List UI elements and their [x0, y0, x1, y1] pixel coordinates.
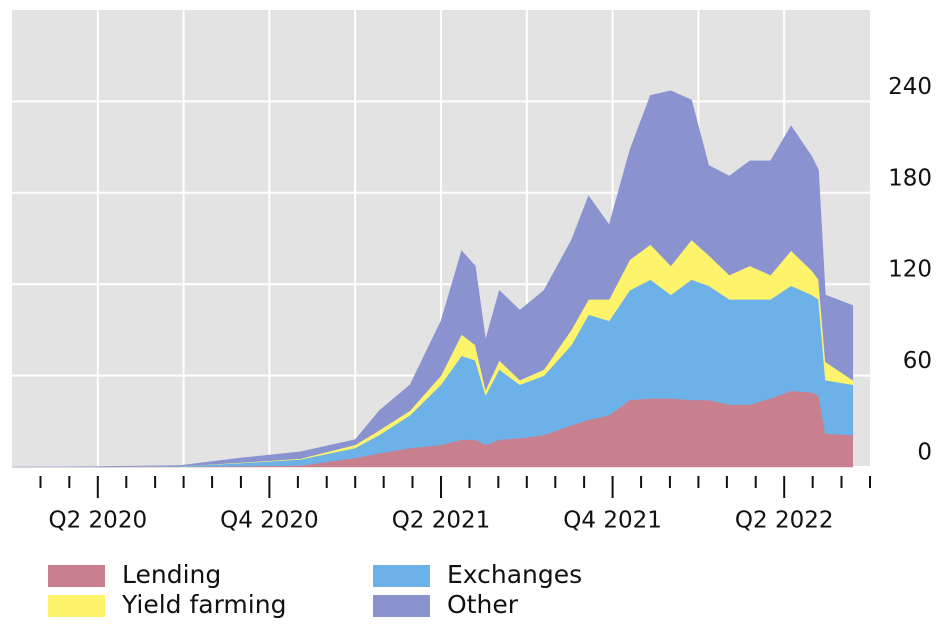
x-tick-label: Q2 2022	[735, 508, 834, 534]
x-tick-label: Q2 2020	[49, 508, 148, 534]
legend: Lending Exchanges Yield farming Other	[48, 560, 582, 619]
y-tick-label: 60	[903, 348, 932, 374]
legend-swatch	[373, 595, 430, 617]
y-tick-label: 240	[888, 74, 932, 100]
y-tick-label: 180	[888, 165, 932, 191]
legend-label: Lending	[122, 560, 221, 589]
y-tick-label: 120	[888, 257, 932, 283]
areas	[11, 90, 854, 468]
y-tick-label: 0	[917, 440, 932, 466]
legend-swatch	[48, 565, 105, 587]
legend-label: Other	[447, 590, 519, 619]
area	[11, 90, 854, 468]
x-tick-label: Q2 2021	[392, 508, 491, 534]
legend-label: Exchanges	[447, 560, 582, 589]
x-tick-label: Q4 2020	[220, 508, 319, 534]
legend-label: Yield farming	[121, 590, 286, 619]
axes: 0 60 120 180 240 Q2 2020 Q4 2020 Q2 2021 Q4 2021…	[39, 74, 932, 534]
legend-swatch	[48, 595, 105, 617]
legend-swatch	[373, 565, 430, 587]
x-tick-label: Q4 2021	[563, 508, 662, 534]
